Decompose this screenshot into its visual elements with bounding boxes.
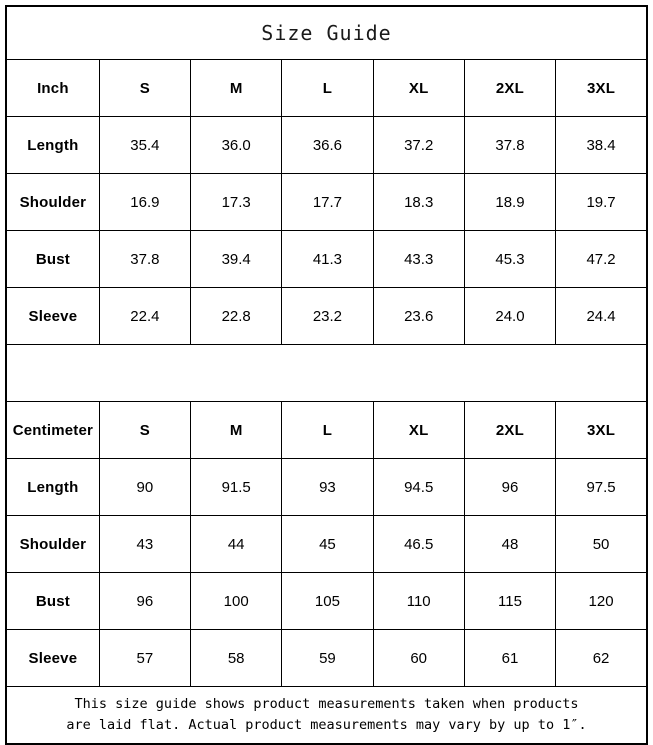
table-row: Bust 37.8 39.4 41.3 43.3 45.3 47.2	[5, 230, 648, 288]
table-row: Bust 96 100 105 110 115 120	[5, 572, 648, 630]
cell-cm-length-l: 93	[281, 458, 374, 516]
size-guide-sheet: Size Guide Inch S M L XL 2XL 3XL Length …	[5, 5, 648, 745]
cell-cm-shoulder-l: 45	[281, 515, 374, 573]
cell-inch-shoulder-2xl: 18.9	[463, 173, 557, 231]
cell-cm-sleeve-3xl: 62	[555, 629, 648, 687]
cell-inch-length-xl: 37.2	[372, 116, 465, 174]
table-row: Shoulder 16.9 17.3 17.7 18.3 18.9 19.7	[5, 173, 648, 231]
cell-inch-bust-xl: 43.3	[372, 230, 465, 288]
size-guide-table: Size Guide Inch S M L XL 2XL 3XL Length …	[5, 5, 648, 745]
table-row: Length 90 91.5 93 94.5 96 97.5	[5, 458, 648, 516]
cell-inch-bust-l: 41.3	[281, 230, 374, 288]
column-header-m: M	[190, 59, 283, 117]
cell-inch-sleeve-3xl: 24.4	[555, 287, 648, 345]
cell-inch-sleeve-xl: 23.6	[372, 287, 465, 345]
column-header-cm-l: L	[281, 401, 374, 459]
row-label-bust: Bust	[5, 230, 100, 288]
column-header-s: S	[98, 59, 192, 117]
row-label-sleeve: Sleeve	[5, 287, 100, 345]
column-header-cm-3xl: 3XL	[555, 401, 648, 459]
row-label-cm-sleeve: Sleeve	[5, 629, 100, 687]
column-header-3xl: 3XL	[555, 59, 648, 117]
cell-cm-length-3xl: 97.5	[555, 458, 648, 516]
cell-cm-shoulder-xl: 46.5	[372, 515, 465, 573]
cell-inch-length-m: 36.0	[190, 116, 283, 174]
cell-cm-sleeve-xl: 60	[372, 629, 465, 687]
column-header-cm-s: S	[98, 401, 192, 459]
cell-cm-bust-l: 105	[281, 572, 374, 630]
size-guide-note: This size guide shows product measuremen…	[5, 686, 648, 745]
cell-inch-shoulder-l: 17.7	[281, 173, 374, 231]
cell-cm-bust-xl: 110	[372, 572, 465, 630]
cell-cm-sleeve-m: 58	[190, 629, 283, 687]
cell-cm-sleeve-s: 57	[98, 629, 192, 687]
cell-cm-shoulder-m: 44	[190, 515, 283, 573]
cell-cm-length-s: 90	[98, 458, 192, 516]
cell-cm-shoulder-2xl: 48	[463, 515, 557, 573]
cell-inch-bust-m: 39.4	[190, 230, 283, 288]
column-header-xl: XL	[372, 59, 465, 117]
cell-cm-bust-s: 96	[98, 572, 192, 630]
cell-cm-length-2xl: 96	[463, 458, 557, 516]
header-row-centimeter: Centimeter S M L XL 2XL 3XL	[5, 401, 648, 459]
cell-inch-shoulder-m: 17.3	[190, 173, 283, 231]
cell-cm-length-m: 91.5	[190, 458, 283, 516]
row-label-shoulder: Shoulder	[5, 173, 100, 231]
cell-cm-shoulder-s: 43	[98, 515, 192, 573]
cell-inch-length-s: 35.4	[98, 116, 192, 174]
row-label-cm-bust: Bust	[5, 572, 100, 630]
table-row: Shoulder 43 44 45 46.5 48 50	[5, 515, 648, 573]
cell-inch-bust-2xl: 45.3	[463, 230, 557, 288]
row-label-cm-length: Length	[5, 458, 100, 516]
cell-cm-sleeve-2xl: 61	[463, 629, 557, 687]
table-separator-row	[5, 344, 648, 402]
cell-inch-shoulder-3xl: 19.7	[555, 173, 648, 231]
cell-cm-length-xl: 94.5	[372, 458, 465, 516]
cell-inch-sleeve-m: 22.8	[190, 287, 283, 345]
note-row: This size guide shows product measuremen…	[5, 686, 648, 745]
cell-inch-shoulder-xl: 18.3	[372, 173, 465, 231]
cell-inch-bust-3xl: 47.2	[555, 230, 648, 288]
cell-cm-shoulder-3xl: 50	[555, 515, 648, 573]
header-row-inch: Inch S M L XL 2XL 3XL	[5, 59, 648, 117]
note-line-1: This size guide shows product measuremen…	[74, 696, 579, 713]
cell-inch-sleeve-s: 22.4	[98, 287, 192, 345]
column-header-2xl: 2XL	[463, 59, 557, 117]
column-header-l: L	[281, 59, 374, 117]
cell-inch-length-3xl: 38.4	[555, 116, 648, 174]
cell-inch-shoulder-s: 16.9	[98, 173, 192, 231]
cell-inch-sleeve-l: 23.2	[281, 287, 374, 345]
unit-header-inch: Inch	[5, 59, 100, 117]
unit-header-centimeter: Centimeter	[5, 401, 100, 459]
cell-cm-sleeve-l: 59	[281, 629, 374, 687]
cell-inch-sleeve-2xl: 24.0	[463, 287, 557, 345]
column-header-cm-m: M	[190, 401, 283, 459]
column-header-cm-2xl: 2XL	[463, 401, 557, 459]
cell-inch-length-2xl: 37.8	[463, 116, 557, 174]
title-row: Size Guide	[5, 5, 648, 60]
cell-cm-bust-m: 100	[190, 572, 283, 630]
note-line-2: are laid flat. Actual product measuremen…	[66, 717, 587, 733]
cell-cm-bust-2xl: 115	[463, 572, 557, 630]
table-row: Sleeve 22.4 22.8 23.2 23.6 24.0 24.4	[5, 287, 648, 345]
column-header-cm-xl: XL	[372, 401, 465, 459]
row-label-cm-shoulder: Shoulder	[5, 515, 100, 573]
cell-cm-bust-3xl: 120	[555, 572, 648, 630]
row-label-length: Length	[5, 116, 100, 174]
page-title: Size Guide	[5, 5, 648, 60]
cell-inch-length-l: 36.6	[281, 116, 374, 174]
table-row: Length 35.4 36.0 36.6 37.2 37.8 38.4	[5, 116, 648, 174]
cell-inch-bust-s: 37.8	[98, 230, 192, 288]
table-separator	[5, 344, 648, 402]
table-row: Sleeve 57 58 59 60 61 62	[5, 629, 648, 687]
